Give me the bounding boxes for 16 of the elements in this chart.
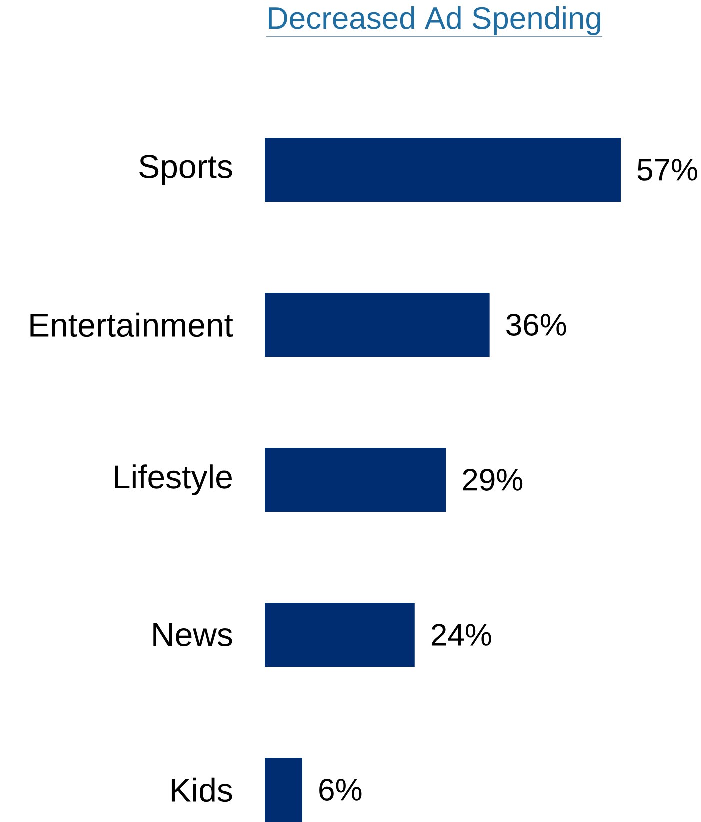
chart-title: Decreased Ad Spending <box>269 6 600 36</box>
data-label: 6% <box>320 779 362 801</box>
y-tick-label: News <box>154 623 232 647</box>
bar <box>264 293 490 358</box>
y-tick-label: Lifestyle <box>115 464 232 496</box>
y-tick-label: Entertainment <box>30 312 234 338</box>
data-label: 36% <box>506 314 566 336</box>
data-label: 29% <box>463 469 523 491</box>
y-tick-label: Kids <box>172 778 232 802</box>
bar <box>264 758 302 822</box>
data-label: 57% <box>638 159 698 181</box>
data-label: 24% <box>432 624 492 646</box>
bar <box>264 603 415 668</box>
bar <box>264 138 621 202</box>
bar <box>264 448 446 512</box>
y-tick-label: Sports <box>140 155 232 185</box>
